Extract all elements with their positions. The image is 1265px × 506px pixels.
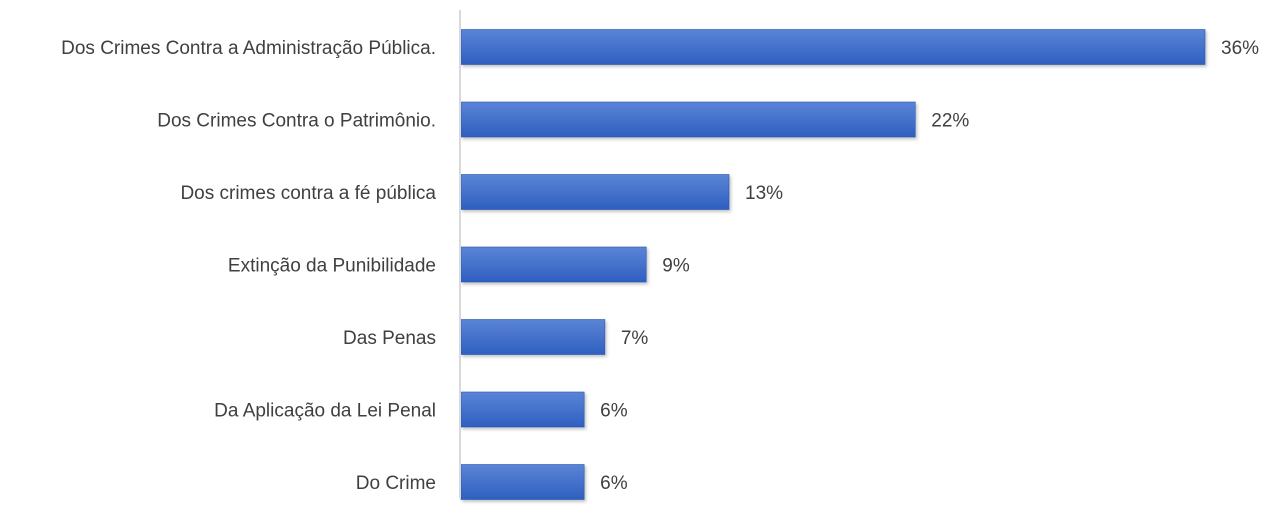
value-label: 9%	[662, 256, 690, 277]
bar-5	[461, 320, 605, 355]
bar-3	[461, 175, 729, 210]
value-label: 13%	[745, 183, 783, 204]
bar-7	[461, 465, 584, 500]
value-label: 22%	[931, 111, 969, 132]
value-label: 36%	[1221, 38, 1259, 59]
value-label: 7%	[621, 328, 649, 349]
bar-2	[461, 102, 915, 137]
value-label: 6%	[600, 473, 628, 494]
category-label: Da Aplicação da Lei Penal	[214, 401, 436, 422]
bar-1	[461, 30, 1205, 65]
category-label: Do Crime	[356, 473, 436, 494]
value-label: 6%	[600, 401, 628, 422]
category-label: Dos Crimes Contra a Administração Públic…	[61, 38, 436, 59]
bar-4	[461, 247, 646, 282]
category-label: Dos crimes contra a fé pública	[180, 183, 436, 204]
bars-group	[461, 30, 1205, 500]
bar-6	[461, 392, 584, 427]
category-label: Das Penas	[343, 328, 436, 349]
category-label: Extinção da Punibilidade	[228, 256, 436, 277]
category-label: Dos Crimes Contra o Patrimônio.	[157, 111, 436, 132]
